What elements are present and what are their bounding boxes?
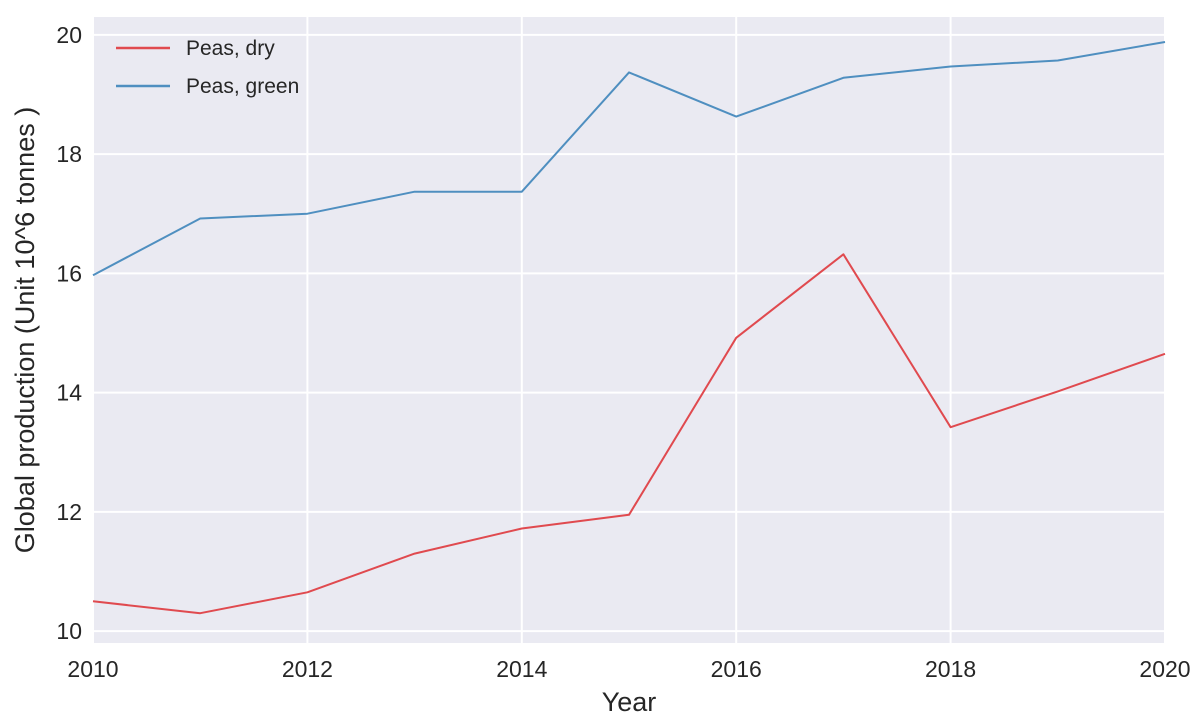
legend: Peas, dry Peas, green [116, 37, 299, 98]
x-tick-label: 2018 [925, 656, 976, 682]
grid-lines [92, 17, 1166, 643]
x-tick-label: 2014 [496, 656, 547, 682]
x-tick-label: 2010 [67, 656, 118, 682]
legend-label: Peas, dry [186, 37, 275, 60]
series-lines [92, 41, 1166, 615]
y-tick-label: 10 [56, 618, 82, 644]
y-tick-label: 20 [56, 22, 82, 48]
y-tick-label: 18 [56, 141, 82, 167]
y-axis-title: Global production (Unit 10^6 tonnes ) [10, 107, 40, 553]
plot-area-background [93, 17, 1165, 643]
series-line-peas-dry [92, 253, 1166, 615]
x-axis-title: Year [602, 687, 657, 713]
y-axis-ticks: 10 12 14 16 18 20 [56, 22, 82, 644]
x-axis-ticks: 2010 2012 2014 2016 2018 2020 [67, 656, 1190, 682]
series-line-peas-green [92, 41, 1166, 277]
y-tick-label: 12 [56, 499, 82, 525]
legend-label: Peas, green [186, 75, 299, 98]
x-tick-label: 2012 [282, 656, 333, 682]
y-tick-label: 14 [56, 380, 82, 406]
x-tick-label: 2016 [711, 656, 762, 682]
y-tick-label: 16 [56, 260, 82, 286]
x-tick-label: 2020 [1139, 656, 1190, 682]
